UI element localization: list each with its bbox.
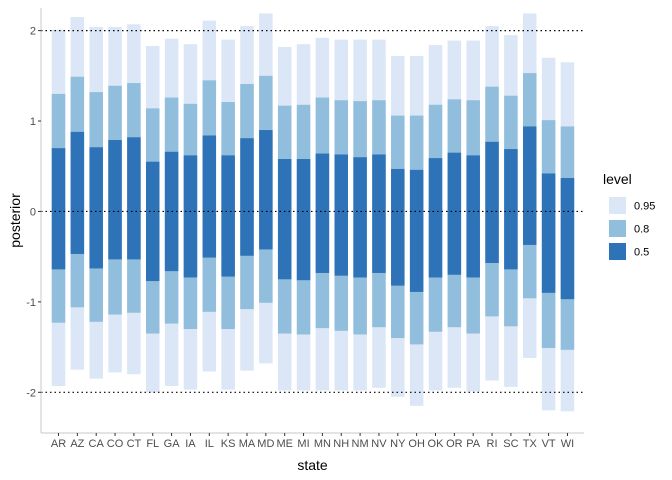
bar-OH-0.5 [409, 169, 424, 292]
x-tick-label: OR [446, 438, 463, 450]
x-tick-label: OK [428, 438, 445, 450]
y-tick-label: 1 [30, 116, 36, 128]
x-tick-label: OH [408, 438, 425, 450]
bar-SC-0.5 [504, 149, 518, 270]
y-tick-label: 0 [30, 206, 36, 218]
x-tick-label: FL [146, 438, 159, 450]
bar-OR-0.5 [447, 152, 462, 275]
bar-MI-0.5 [296, 159, 311, 281]
bar-CO-0.5 [108, 140, 122, 260]
series-0.5 [51, 126, 575, 300]
x-tick-label: NH [333, 438, 349, 450]
legend-key-0.5 [609, 243, 626, 260]
bar-IA-0.5 [183, 155, 198, 278]
reference-lines [41, 30, 584, 393]
x-axis-title: state [297, 457, 328, 473]
legend-label: 0.5 [634, 247, 649, 259]
bar-IL-0.5 [202, 135, 217, 258]
legend-title: level [603, 171, 632, 187]
legend-label: 0.8 [634, 224, 649, 236]
bar-ME-0.5 [277, 159, 292, 280]
bar-PA-0.5 [466, 155, 480, 278]
bar-RI-0.5 [485, 141, 499, 263]
x-tick-label: CA [89, 438, 105, 450]
bar-MA-0.5 [240, 138, 254, 256]
x-tick-label: SC [503, 438, 518, 450]
bar-VT-0.5 [541, 173, 556, 293]
x-tick-label: GA [164, 438, 181, 450]
y-tick-label: -2 [26, 387, 36, 399]
bar-NY-0.5 [391, 168, 405, 286]
x-tick-label: NV [371, 438, 387, 450]
bar-NV-0.5 [372, 154, 386, 273]
x-tick-label: IL [205, 438, 214, 450]
legend-label: 0.95 [634, 201, 655, 213]
bar-AZ-0.5 [70, 131, 85, 254]
x-tick-label: PA [466, 438, 481, 450]
x-tick-label: NM [352, 438, 369, 450]
x-tick-label: MA [239, 438, 256, 450]
plot-panel [41, 13, 584, 412]
bar-WI-0.5 [560, 178, 575, 300]
bar-KS-0.5 [221, 155, 235, 277]
x-tick-label: AZ [70, 438, 84, 450]
x-tick-label: TX [523, 438, 538, 450]
x-tick-label: RI [487, 438, 498, 450]
bar-MD-0.5 [259, 130, 273, 250]
x-tick-label: CT [127, 438, 142, 450]
bar-AR-0.5 [51, 148, 66, 270]
bar-TX-0.5 [523, 126, 537, 245]
x-tick-label: KS [221, 438, 236, 450]
bar-OK-0.5 [428, 158, 443, 278]
x-tick-label: MI [297, 438, 309, 450]
legend-key-0.95 [609, 197, 626, 214]
bar-CA-0.5 [89, 147, 103, 269]
x-tick-label: ME [276, 438, 293, 450]
y-tick-label: -1 [26, 297, 36, 309]
x-tick-label: AR [51, 438, 66, 450]
x-tick-label: IA [185, 438, 196, 450]
x-tick-label: CO [107, 438, 124, 450]
x-tick-label: NY [390, 438, 406, 450]
x-tick-label: MD [257, 438, 274, 450]
x-tick-label: MN [314, 438, 331, 450]
x-tick-label: WI [561, 438, 574, 450]
bar-NM-0.5 [353, 157, 367, 278]
bar-CT-0.5 [127, 137, 141, 260]
legend-key-0.8 [609, 220, 626, 237]
bar-NH-0.5 [334, 154, 348, 276]
bar-FL-0.5 [146, 161, 160, 282]
legend: level 0.95 0.8 0.5 [603, 171, 655, 260]
y-tick-label: 2 [30, 26, 36, 38]
x-tick-label: VT [542, 438, 556, 450]
bar-MN-0.5 [315, 153, 330, 273]
y-axis-title: posterior [7, 193, 23, 248]
